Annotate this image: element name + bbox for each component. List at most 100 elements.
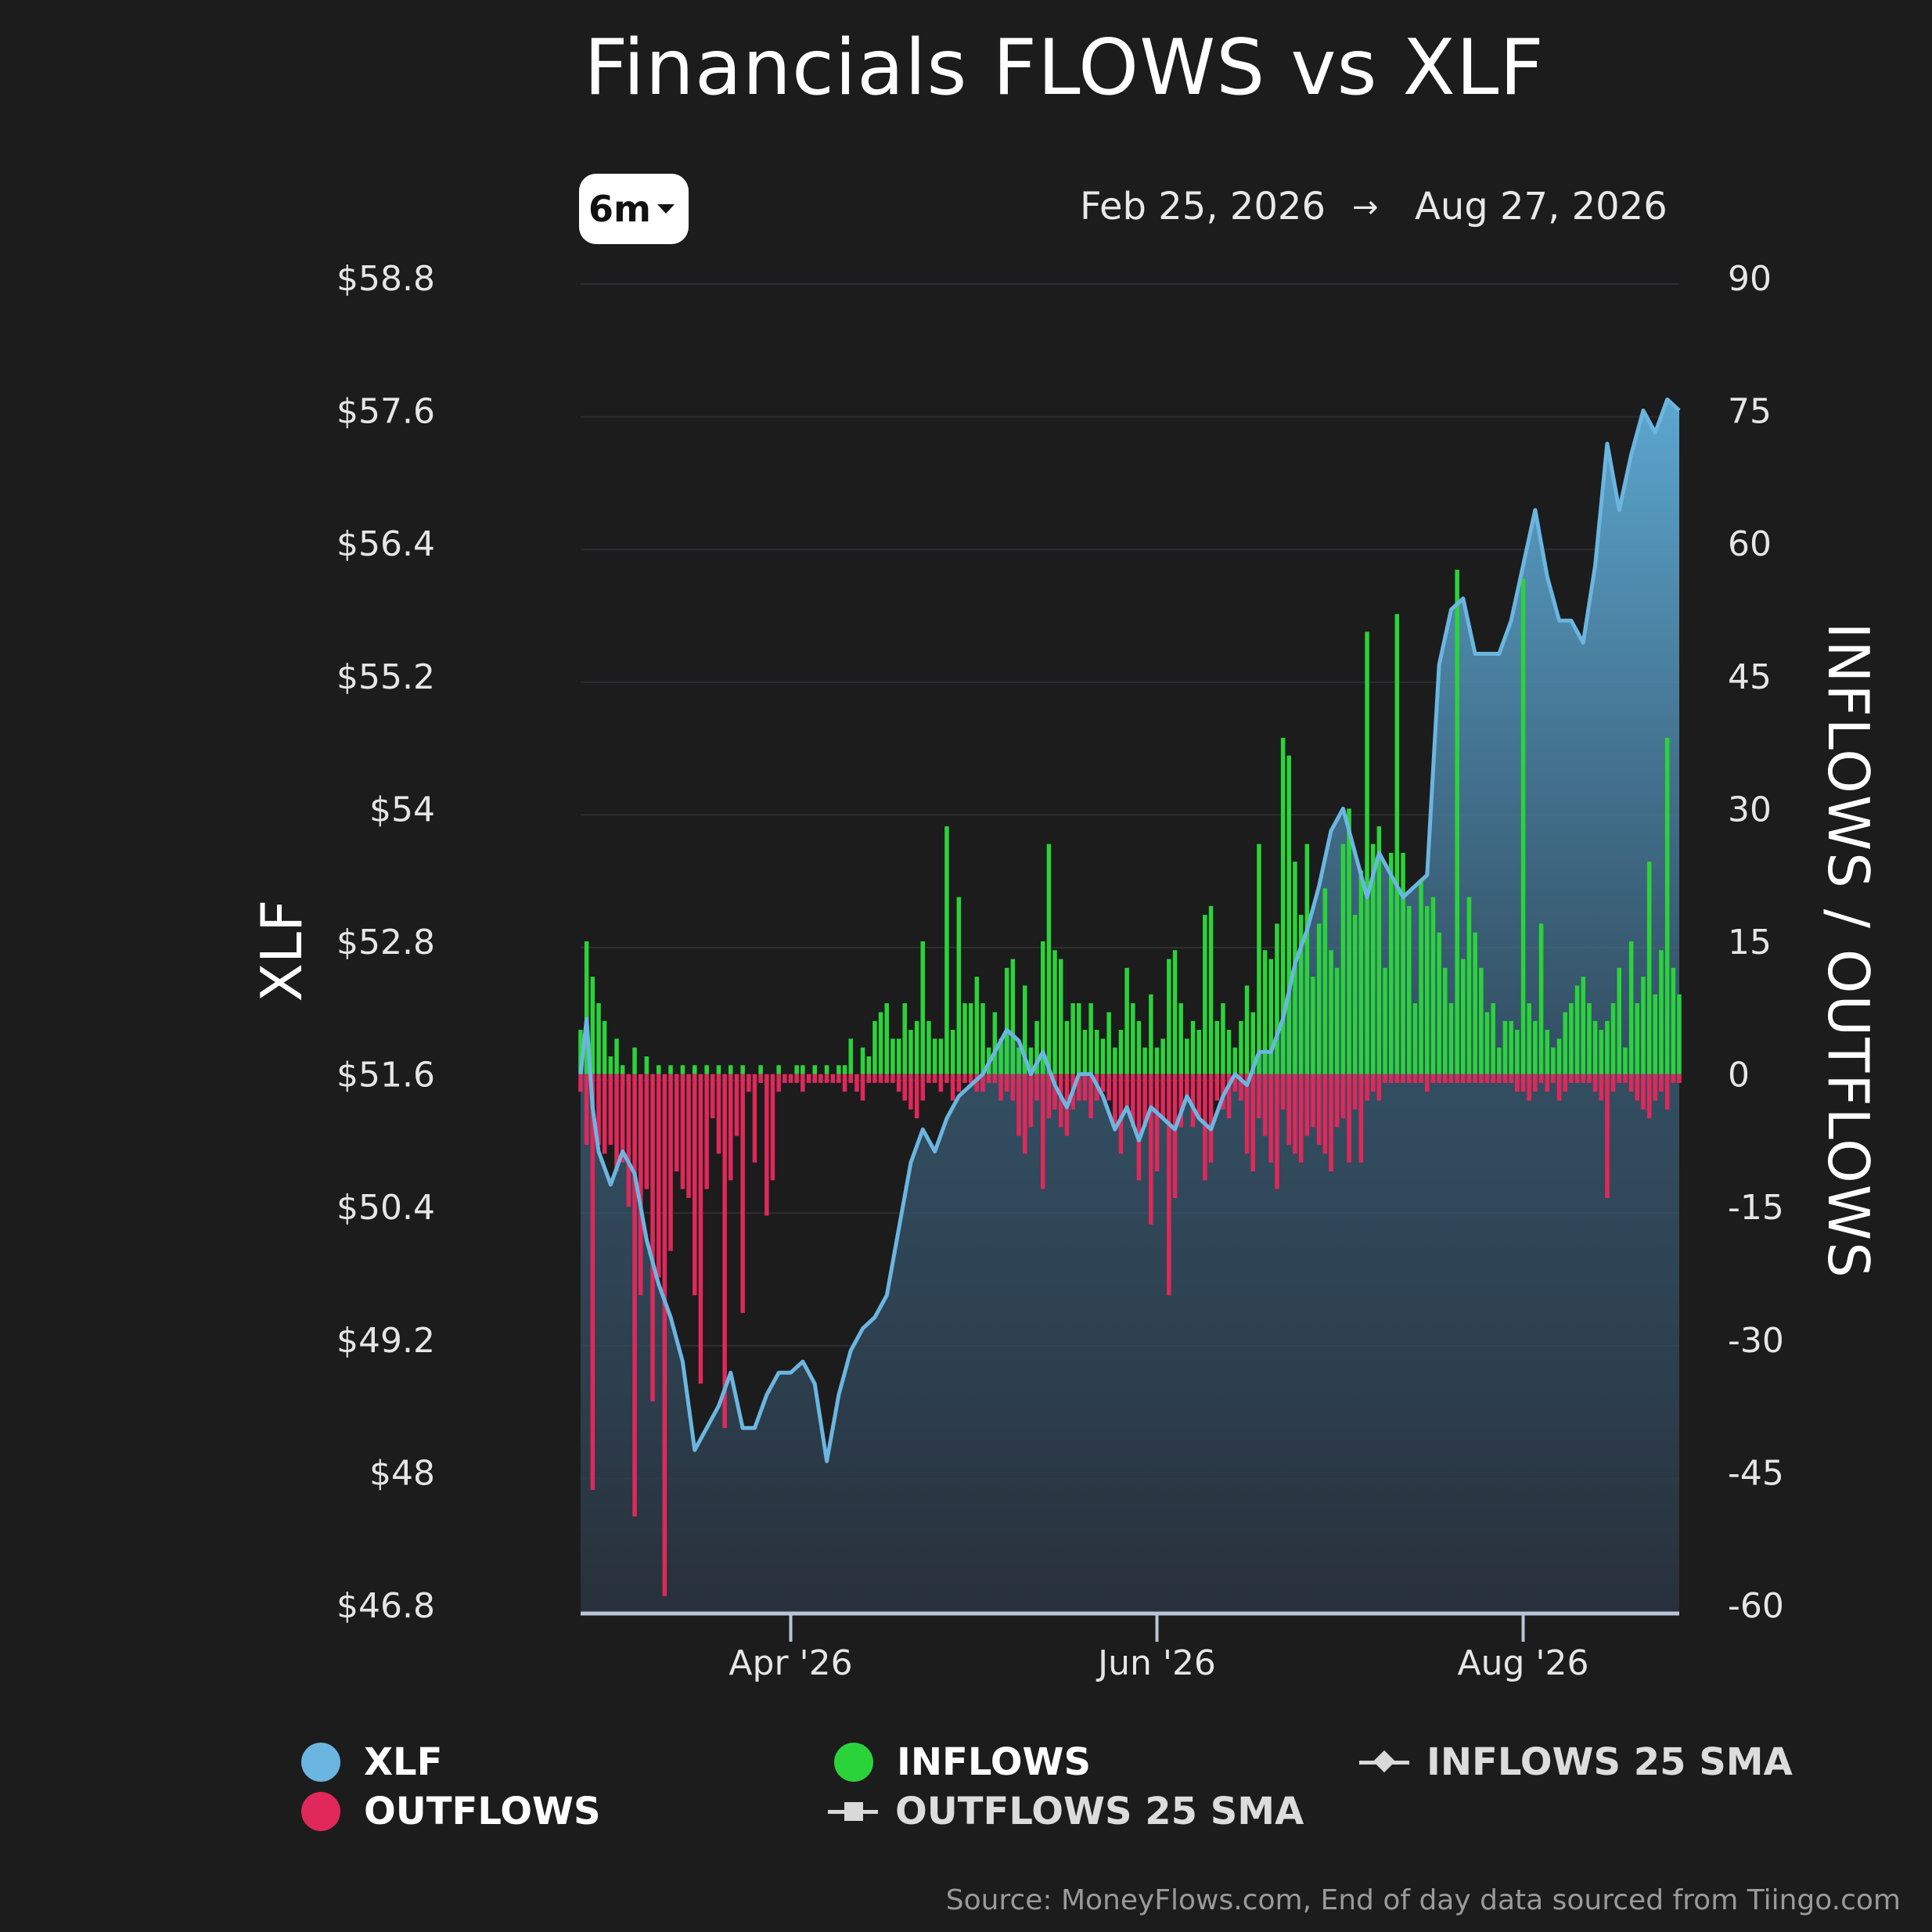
outflow-bar[interactable] — [620, 1074, 625, 1163]
inflow-bar[interactable] — [1221, 1003, 1225, 1074]
inflow-bar[interactable] — [1214, 1020, 1220, 1074]
outflow-bar[interactable] — [1497, 1074, 1502, 1083]
inflow-bar[interactable] — [1131, 1003, 1135, 1074]
inflow-bar[interactable] — [1113, 1047, 1117, 1074]
outflow-bar[interactable] — [1569, 1074, 1574, 1083]
outflow-bar[interactable] — [1203, 1074, 1207, 1181]
outflow-bar[interactable] — [1448, 1074, 1454, 1083]
outflow-bar[interactable] — [1443, 1074, 1448, 1083]
outflow-bar[interactable] — [711, 1074, 715, 1119]
inflow-bar[interactable] — [1124, 967, 1129, 1074]
inflow-bar[interactable] — [1070, 1003, 1075, 1074]
outflow-bar[interactable] — [1671, 1074, 1676, 1083]
outflow-bar[interactable] — [1142, 1074, 1147, 1128]
inflow-bar[interactable] — [812, 1065, 818, 1074]
outflow-bar[interactable] — [734, 1074, 739, 1136]
inflow-bar[interactable] — [1316, 923, 1322, 1074]
inflow-bar[interactable] — [1448, 1003, 1454, 1074]
outflow-bar[interactable] — [992, 1074, 998, 1083]
outflow-bar[interactable] — [1617, 1074, 1622, 1083]
outflow-bar[interactable] — [1401, 1074, 1405, 1083]
outflow-bar[interactable] — [902, 1074, 908, 1101]
inflow-bar[interactable] — [1298, 915, 1304, 1074]
outflow-bar[interactable] — [1118, 1074, 1124, 1154]
inflow-bar[interactable] — [1023, 985, 1027, 1074]
inflow-bar[interactable] — [1587, 1003, 1592, 1074]
inflow-bar[interactable] — [1574, 985, 1580, 1074]
inflow-bar[interactable] — [1064, 1020, 1070, 1074]
inflow-bar[interactable] — [1671, 967, 1676, 1074]
outflow-bar[interactable] — [1172, 1074, 1178, 1198]
inflow-bar[interactable] — [704, 1065, 709, 1074]
inflow-bar[interactable] — [1371, 844, 1376, 1074]
outflow-bar[interactable] — [1185, 1074, 1189, 1101]
inflow-bar[interactable] — [938, 1038, 944, 1074]
outflow-bar[interactable] — [1371, 1074, 1376, 1092]
inflow-bar[interactable] — [1610, 1003, 1616, 1074]
inflow-bar[interactable] — [842, 1065, 847, 1074]
outflow-bar[interactable] — [1322, 1074, 1328, 1154]
outflow-bar[interactable] — [1365, 1074, 1369, 1101]
outflow-bar[interactable] — [1298, 1074, 1304, 1163]
inflow-bar[interactable] — [1389, 852, 1394, 1074]
inflow-bar[interactable] — [1407, 905, 1412, 1074]
outflow-bar[interactable] — [801, 1074, 805, 1092]
inflow-bar[interactable] — [1592, 1020, 1598, 1074]
outflow-bar[interactable] — [1131, 1074, 1135, 1128]
inflow-bar[interactable] — [801, 1065, 805, 1074]
outflow-bar[interactable] — [1268, 1074, 1274, 1163]
outflow-bar[interactable] — [1041, 1074, 1045, 1189]
outflow-bar[interactable] — [1659, 1074, 1664, 1092]
inflow-bar[interactable] — [668, 1065, 673, 1074]
outflow-bar[interactable] — [1046, 1074, 1052, 1119]
outflow-bar[interactable] — [1520, 1074, 1526, 1092]
inflow-bar[interactable] — [896, 1038, 901, 1074]
outflow-bar[interactable] — [1515, 1074, 1520, 1092]
outflow-bar[interactable] — [584, 1074, 589, 1146]
inflow-bar[interactable] — [926, 1020, 931, 1074]
outflow-bar[interactable] — [1352, 1074, 1358, 1110]
inflow-bar[interactable] — [740, 1065, 745, 1074]
outflow-bar[interactable] — [596, 1074, 601, 1146]
outflow-bar[interactable] — [1316, 1074, 1322, 1146]
outflow-bar[interactable] — [974, 1074, 980, 1092]
inflow-bar[interactable] — [716, 1065, 721, 1074]
outflow-bar[interactable] — [1479, 1074, 1484, 1083]
inflow-bar[interactable] — [1461, 959, 1466, 1074]
inflow-bar[interactable] — [620, 1065, 625, 1074]
inflow-bar[interactable] — [1635, 1003, 1640, 1074]
outflow-bar[interactable] — [842, 1074, 847, 1092]
outflow-bar[interactable] — [626, 1074, 631, 1207]
inflow-bar[interactable] — [1466, 897, 1472, 1074]
outflow-bar[interactable] — [860, 1074, 865, 1101]
inflow-bar[interactable] — [614, 1038, 619, 1074]
outflow-bar[interactable] — [1059, 1074, 1063, 1128]
outflow-bar[interactable] — [1052, 1074, 1057, 1110]
outflow-bar[interactable] — [1077, 1074, 1081, 1101]
inflow-bar[interactable] — [1484, 1012, 1490, 1074]
inflow-bar[interactable] — [944, 826, 949, 1074]
inflow-bar[interactable] — [1473, 932, 1477, 1074]
inflow-bar[interactable] — [729, 1065, 733, 1074]
outflow-bar[interactable] — [1016, 1074, 1021, 1136]
inflow-bar[interactable] — [1569, 1003, 1574, 1074]
legend-item-xlf[interactable]: XLF — [301, 1740, 442, 1784]
outflow-bar[interactable] — [662, 1074, 667, 1596]
inflow-bar[interactable] — [1034, 1020, 1039, 1074]
inflow-bar[interactable] — [1628, 941, 1634, 1074]
inflow-bar[interactable] — [1340, 844, 1346, 1074]
inflow-bar[interactable] — [920, 941, 926, 1074]
inflow-bar[interactable] — [1455, 570, 1459, 1074]
date-end-input[interactable]: Aug 27, 2026 — [1415, 185, 1668, 228]
outflow-bar[interactable] — [920, 1074, 926, 1101]
inflow-bar[interactable] — [1581, 977, 1586, 1074]
inflow-bar[interactable] — [1185, 1038, 1189, 1074]
outflow-bar[interactable] — [812, 1074, 818, 1083]
outflow-bar[interactable] — [602, 1074, 607, 1154]
inflow-bar[interactable] — [1232, 1047, 1238, 1074]
outflow-bar[interactable] — [866, 1074, 872, 1083]
inflow-bar[interactable] — [1527, 1003, 1531, 1074]
outflow-bar[interactable] — [836, 1074, 841, 1083]
outflow-bar[interactable] — [590, 1074, 595, 1490]
outflow-bar[interactable] — [644, 1074, 649, 1189]
